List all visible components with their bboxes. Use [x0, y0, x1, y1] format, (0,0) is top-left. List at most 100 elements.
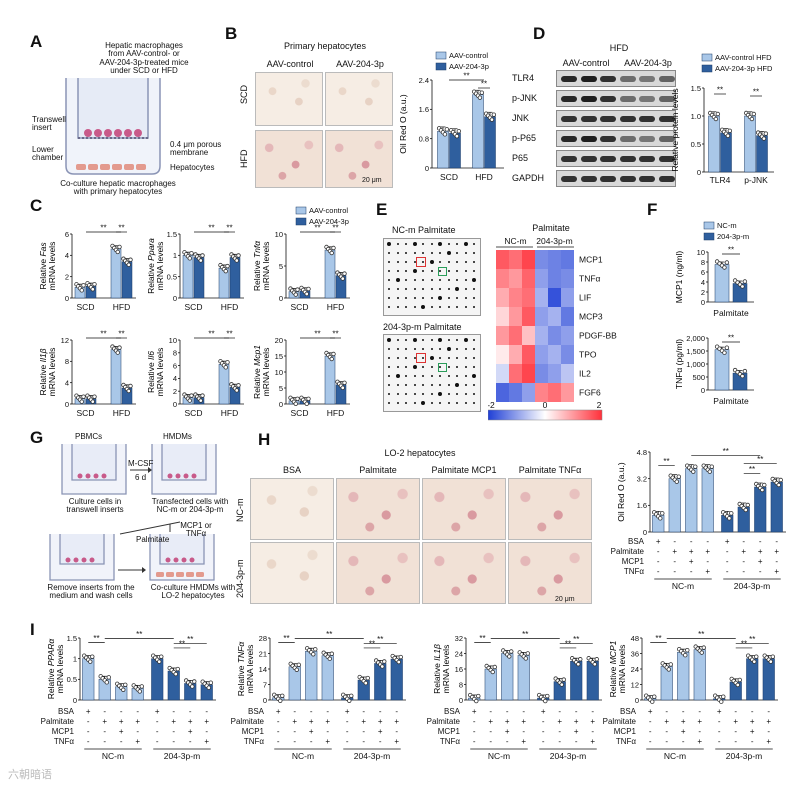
chart-d-protein: AAV-control HFD AAV-204-3p HFD 0 0.5 1.0 1.5 R… — [672, 53, 774, 185]
array-spot — [388, 297, 390, 299]
highlight-box-tnfa — [438, 267, 447, 276]
data-point — [157, 659, 162, 664]
array-spot — [396, 306, 399, 308]
blot-band-strip — [556, 90, 676, 107]
heatmap-cell — [548, 345, 561, 364]
sig-label: ** — [187, 635, 193, 644]
treatment-sign: + — [705, 567, 710, 576]
array-spot — [422, 288, 424, 290]
lower-chamber-label: Lower chamber — [32, 145, 64, 163]
blot-band — [600, 136, 616, 142]
bar — [754, 486, 767, 533]
sig-label: ** — [377, 635, 383, 644]
sig-label: ** — [226, 330, 232, 339]
treatment-sign: + — [309, 727, 314, 736]
y-tick-label: 4 — [65, 251, 69, 260]
data-point — [382, 659, 387, 664]
blot-band — [580, 156, 597, 162]
chart-c-il1b: 0 4 8 12 Relative Il1βmRNA levels SCD HFD ** ** — [38, 330, 136, 418]
y-tick-label: 3.2 — [637, 474, 647, 483]
array-spot — [447, 270, 450, 272]
micro-b-scd-control — [255, 72, 323, 126]
micro-b-hfd-204 — [325, 130, 393, 188]
heatmap-cell — [496, 345, 509, 364]
blot-row-label: P65 — [512, 153, 529, 163]
data-point — [699, 650, 704, 655]
array-spot — [388, 279, 390, 281]
heatmap-row-label: TNFα — [579, 274, 601, 284]
heatmap-cell — [548, 288, 561, 307]
cytokine-array-204 — [383, 334, 481, 412]
y-tick-label: 6 — [173, 361, 177, 370]
array-spot — [405, 375, 407, 377]
array-spot — [396, 384, 399, 386]
treatment-sign: - — [310, 707, 313, 716]
panel-d-col1: AAV-control — [562, 58, 610, 68]
y-tick-label: 8 — [701, 258, 705, 267]
blot-band — [619, 136, 636, 142]
treatment-sign: + — [750, 727, 755, 736]
blot-band — [600, 116, 616, 122]
h-micrograph — [250, 542, 334, 604]
sig-label: ** — [757, 455, 763, 464]
treatment-sign: - — [346, 737, 349, 746]
array-spot — [473, 348, 475, 350]
heatmap-cell — [535, 307, 548, 326]
array-spot — [447, 357, 450, 359]
array-spot — [387, 338, 391, 342]
sig-label: ** — [753, 88, 759, 97]
treatment-sign: + — [102, 717, 107, 726]
array-spot — [464, 252, 467, 254]
y-axis-label: Relative IL1βmRNA levels — [432, 644, 451, 694]
data-point — [173, 671, 178, 677]
treatment-sign: - — [489, 737, 492, 746]
panel-b-row2: HFD — [239, 149, 249, 169]
array-spot — [473, 288, 475, 290]
data-point — [117, 345, 122, 350]
heatmap-cell — [522, 269, 535, 288]
array-spot — [456, 393, 458, 395]
treatment-sign: + — [171, 717, 176, 726]
x-tick-label: TLR4 — [710, 175, 731, 185]
y-tick-label: 0 — [263, 696, 267, 705]
data-point — [722, 350, 727, 355]
y-tick-label: 8 — [459, 680, 463, 689]
array-spot — [413, 288, 416, 290]
data-point — [594, 657, 599, 662]
x-tick-label: p-JNK — [744, 175, 768, 185]
data-point — [327, 656, 332, 661]
x-tick-label: HFD — [327, 302, 344, 312]
data-point — [709, 464, 714, 469]
data-point — [293, 292, 298, 297]
y-tick-label: 2 — [65, 272, 69, 281]
array-spot — [464, 366, 467, 368]
y-tick-label: 2 — [173, 387, 177, 396]
treatment-sign: + — [557, 717, 562, 726]
data-point — [106, 675, 111, 680]
data-point — [398, 654, 403, 660]
heatmap-cell — [522, 307, 535, 326]
y-axis-label: Relative Il1βmRNA levels — [38, 348, 57, 397]
blot-row-label: TLR4 — [512, 73, 535, 83]
array-spot — [422, 279, 424, 281]
treatment-sign: - — [718, 717, 721, 726]
treatment-sign: - — [156, 727, 159, 736]
array-spot — [430, 306, 433, 308]
data-point — [126, 388, 131, 394]
treatment-sign: - — [395, 727, 398, 736]
h-row-label: 204-3p-m — [235, 559, 245, 598]
hepatocyte-cells — [76, 164, 146, 170]
array-spot — [447, 288, 450, 290]
data-point — [223, 268, 228, 274]
heatmap-cell — [561, 269, 574, 288]
blot-band-strip — [556, 130, 676, 147]
panel-h-scale: 20 μm — [555, 596, 575, 603]
array-spot — [412, 269, 417, 273]
sig-label: ** — [314, 330, 320, 339]
data-point — [81, 283, 86, 288]
panel-f-letter: F — [647, 200, 658, 219]
array-spot — [388, 270, 390, 272]
array-spot — [473, 384, 475, 386]
blot-band — [658, 156, 675, 162]
treatment-sign: - — [665, 707, 668, 716]
